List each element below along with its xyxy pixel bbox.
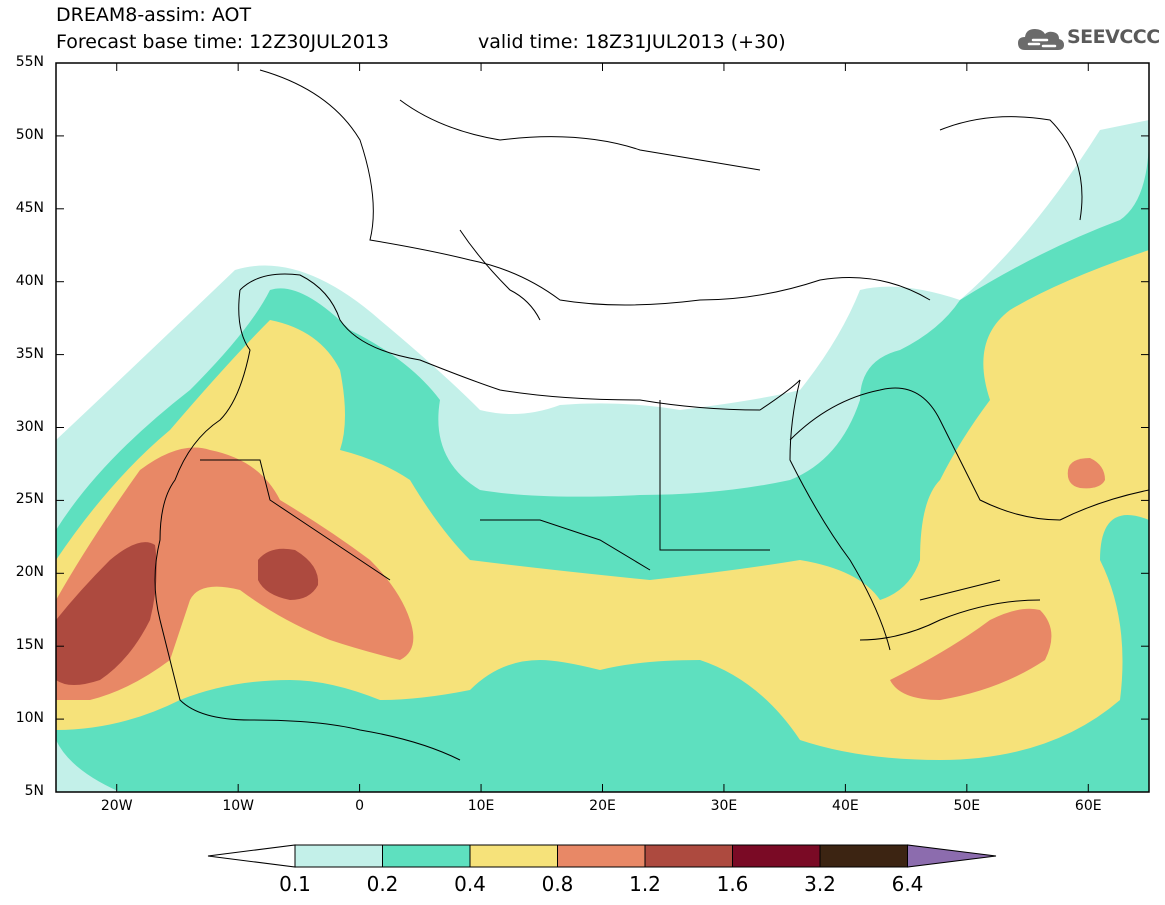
lon-label: 10E <box>467 798 495 814</box>
colorbar-label: 1.2 <box>629 872 661 896</box>
lon-label: 40E <box>832 798 859 814</box>
aot-band-1.2-coast <box>56 542 157 685</box>
aot-band-0.8-arabia <box>890 608 1052 700</box>
colorbar-label: 0.4 <box>454 872 486 896</box>
aot-band-1.2-mali <box>258 548 319 600</box>
lon-label: 0 <box>355 798 365 814</box>
colorbar-swatch <box>294 844 383 868</box>
colorbar-swatch <box>732 844 821 868</box>
lat-label: 55N <box>15 54 44 70</box>
colorbar-over-triangle <box>907 844 997 868</box>
colorbar-swatch <box>382 844 471 868</box>
logo-text: SEEVCCC <box>1067 26 1160 48</box>
colorbar-swatch <box>469 844 558 868</box>
lat-label: 45N <box>15 199 44 216</box>
colorbar-label: 6.4 <box>891 872 924 896</box>
lon-label: 30E <box>710 798 738 814</box>
lon-label: 20E <box>589 798 616 814</box>
lon-label: 50E <box>953 798 981 814</box>
cloud-logo-icon <box>1018 29 1064 50</box>
aot-band-0.8-iran <box>1067 458 1105 489</box>
colorbar-label: 0.1 <box>279 872 311 896</box>
lat-label: 5N <box>24 783 44 799</box>
lon-label: 60E <box>1074 798 1102 814</box>
colorbar-swatch <box>819 844 908 868</box>
aot-band-0.8-west <box>56 447 414 700</box>
colorbar-swatch <box>557 844 646 868</box>
map-title: DREAM8-assim: AOT <box>56 4 252 26</box>
valid-time: valid time: 18Z31JUL2013 (+30) <box>478 31 786 53</box>
colorbar-swatch <box>644 844 733 868</box>
coastlines <box>154 69 1149 761</box>
lon-label: 10W <box>222 798 254 814</box>
colorbar-label: 0.8 <box>541 872 574 896</box>
lat-label: 35N <box>15 345 44 362</box>
aot-field <box>56 120 1149 792</box>
lat-label: 25N <box>15 491 44 508</box>
lat-label: 30N <box>15 418 44 435</box>
seevccc-logo: SEEVCCC <box>1017 24 1160 54</box>
colorbar <box>207 844 997 868</box>
lat-label: 50N <box>15 126 44 143</box>
lat-label: 15N <box>15 637 44 654</box>
colorbar-label: 0.2 <box>366 872 399 896</box>
colorbar-under-triangle <box>207 844 296 868</box>
lon-label: 20W <box>100 798 133 814</box>
forecast-base-time: Forecast base time: 12Z30JUL2013 <box>56 31 389 53</box>
lat-label: 10N <box>15 710 44 727</box>
lat-label: 20N <box>15 564 44 581</box>
colorbar-label: 3.2 <box>804 872 836 896</box>
lat-label: 40N <box>15 272 44 289</box>
colorbar-label: 1.6 <box>716 872 749 896</box>
